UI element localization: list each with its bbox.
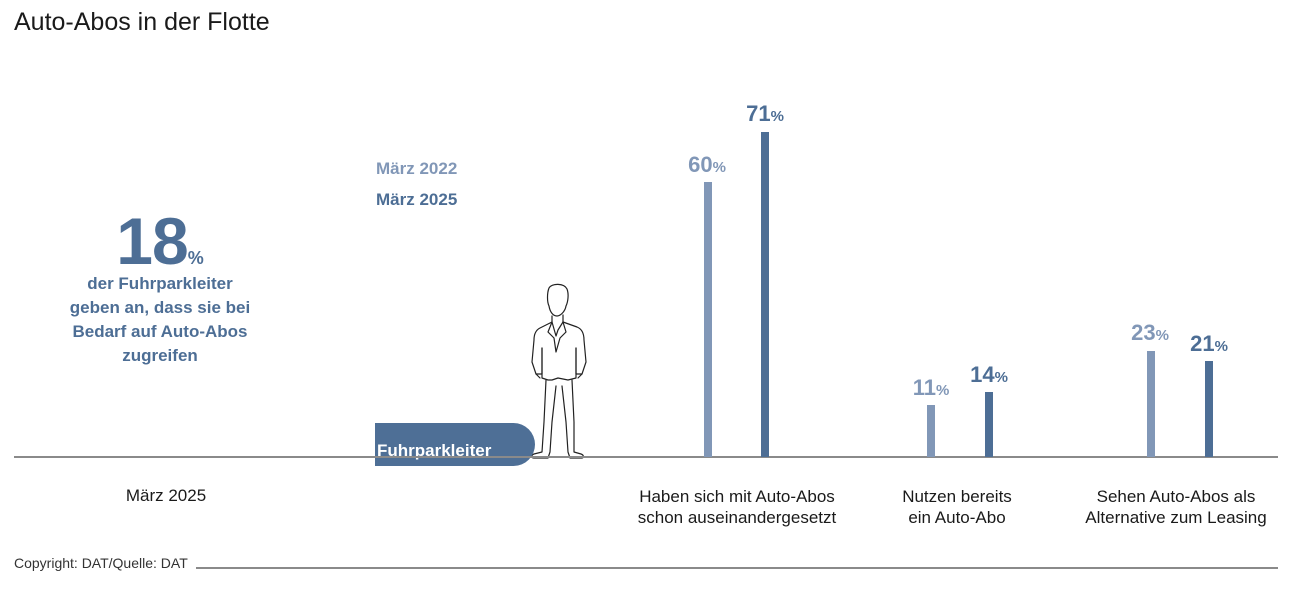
highlight-line: geben an, dass sie bei bbox=[69, 298, 251, 317]
bar-2025-group-3 bbox=[1205, 361, 1213, 457]
category-label: Nutzen bereits ein Auto-Abo bbox=[902, 487, 1012, 527]
highlight-line: Bedarf auf Auto-Abos bbox=[72, 322, 248, 341]
bar-2022-group-1 bbox=[704, 182, 712, 457]
highlight-text: der Fuhrparkleiter geben an, dass sie be… bbox=[40, 272, 280, 368]
x-axis bbox=[14, 456, 1278, 458]
highlight-unit: % bbox=[187, 248, 204, 268]
value-label: 21% bbox=[1190, 331, 1228, 356]
category-label: Sehen Auto-Abos als Alternative zum Leasi… bbox=[1085, 487, 1267, 527]
chart-title: Auto-Abos in der Flotte bbox=[14, 8, 270, 36]
highlight-line: der Fuhrparkleiter bbox=[87, 274, 233, 293]
highlight-date-label: März 2025 bbox=[125, 486, 207, 505]
value-label: 23% bbox=[1131, 320, 1169, 345]
category-label: Haben sich mit Auto-Abos schon auseinande… bbox=[637, 487, 837, 527]
value-label: 71% bbox=[746, 101, 784, 126]
bar-2025-group-2 bbox=[985, 392, 993, 457]
highlight-value: 18 bbox=[116, 204, 188, 278]
highlight-line: zugreifen bbox=[122, 346, 198, 365]
value-label: 11% bbox=[912, 375, 950, 400]
bar-2025-group-1 bbox=[761, 132, 769, 457]
footer-divider bbox=[196, 567, 1278, 569]
bar-2022-group-3 bbox=[1147, 351, 1155, 457]
business-person-icon bbox=[531, 283, 587, 459]
legend-item-2022: März 2022 bbox=[376, 159, 458, 178]
value-label: 60% bbox=[688, 152, 726, 177]
value-label: 14% bbox=[970, 362, 1008, 387]
legend-item-2025: März 2025 bbox=[376, 190, 458, 209]
copyright-text: Copyright: DAT/Quelle: DAT bbox=[14, 555, 188, 571]
bar-2022-group-2 bbox=[927, 405, 935, 457]
group-label-badge: Fuhrparkleiter bbox=[375, 423, 535, 466]
highlight-stat: 18% der Fuhrparkleiter geben an, dass si… bbox=[40, 208, 280, 368]
